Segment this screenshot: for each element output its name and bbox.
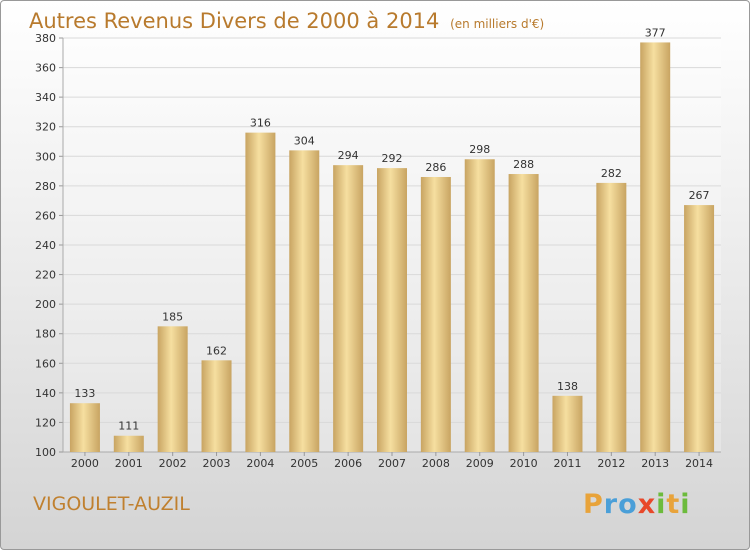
x-tick-label: 2010 (510, 457, 538, 470)
y-tick-label: 220 (35, 269, 56, 282)
logo-letter: P (583, 489, 604, 520)
chart-title: Autres Revenus Divers de 2000 à 2014 (en… (29, 9, 544, 33)
bar (69, 403, 100, 452)
y-tick-label: 300 (35, 150, 56, 163)
y-tick-label: 180 (35, 328, 56, 341)
proxiti-logo: Proxiti (583, 489, 691, 520)
x-tick-label: 2006 (334, 457, 362, 470)
y-tick-label: 340 (35, 91, 56, 104)
bar (377, 168, 407, 452)
bar-chart: 100 120 140 160 180 200 220 240 260 280 300 320 340 3… (35, 26, 721, 470)
logo-letter: i (680, 489, 691, 520)
x-tick-label: 2013 (641, 457, 669, 470)
title-text: Autres Revenus Divers de 2000 à 2014 (29, 9, 440, 33)
bar (157, 326, 188, 452)
bar-value-label: 162 (206, 344, 227, 357)
bar-value-label: 282 (601, 167, 622, 180)
logo-letter: i (656, 489, 667, 520)
bar-value-label: 111 (118, 420, 139, 433)
logo-letter: r (603, 489, 619, 520)
bar (464, 159, 495, 452)
x-tick-label: 2012 (597, 457, 625, 470)
y-tick-label: 160 (35, 357, 56, 370)
bar (333, 165, 364, 452)
y-tick-label: 240 (35, 239, 56, 252)
x-tick-label: 2001 (115, 457, 143, 470)
bar (640, 42, 671, 452)
bar-value-label: 298 (469, 143, 490, 156)
bar (508, 174, 539, 452)
x-tick-label: 2014 (685, 457, 713, 470)
bar-value-label: 138 (557, 380, 578, 393)
bar-value-label: 292 (382, 152, 403, 165)
x-tick-label: 2009 (466, 457, 494, 470)
bar (420, 176, 451, 452)
bar-value-label: 377 (645, 26, 666, 39)
x-tick-label: 2008 (422, 457, 450, 470)
x-tick-label: 2000 (71, 457, 99, 470)
y-tick-label: 140 (35, 387, 56, 400)
y-tick-label: 260 (35, 209, 56, 222)
logo-letter: x (637, 489, 657, 520)
y-tick-label: 320 (35, 121, 56, 134)
bar-value-label: 288 (513, 158, 534, 171)
bar (289, 150, 320, 452)
title-unit: (en milliers d'€) (450, 17, 545, 31)
x-tick-label: 2005 (290, 457, 318, 470)
y-tick-label: 100 (35, 446, 56, 459)
commune-name: VIGOULET-AUZIL (33, 493, 190, 515)
bar (552, 395, 583, 452)
logo-letter: t (666, 489, 681, 520)
logo-letter: o (618, 489, 638, 520)
y-tick-label: 380 (35, 32, 56, 45)
bar (245, 132, 276, 452)
x-tick-label: 2002 (159, 457, 187, 470)
bar-value-label: 316 (250, 117, 271, 130)
bar-value-label: 304 (294, 134, 315, 147)
x-tick-label: 2004 (246, 457, 274, 470)
bar-value-label: 133 (74, 387, 95, 400)
bar (596, 182, 627, 452)
bar-value-label: 267 (689, 189, 710, 202)
bar-value-label: 286 (425, 161, 446, 174)
bar (201, 360, 232, 452)
bar-value-label: 185 (162, 310, 183, 323)
bar (684, 205, 715, 452)
x-tick-label: 2007 (378, 457, 406, 470)
bar-value-label: 294 (338, 149, 359, 162)
y-tick-label: 120 (35, 416, 56, 429)
y-tick-label: 280 (35, 180, 56, 193)
x-tick-label: 2003 (203, 457, 231, 470)
bar (113, 435, 144, 452)
y-tick-label: 200 (35, 298, 56, 311)
x-tick-label: 2011 (553, 457, 581, 470)
y-tick-label: 360 (35, 62, 56, 75)
